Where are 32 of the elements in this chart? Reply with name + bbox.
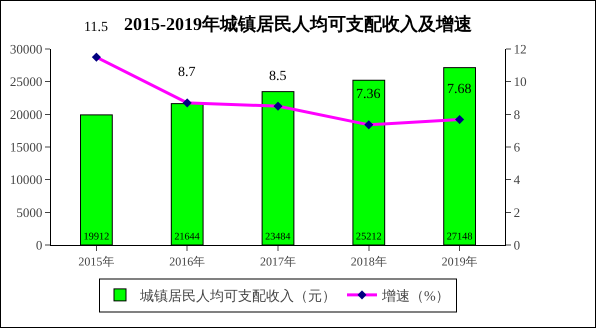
x-tick-label: 2016年 [169,254,206,268]
data-label: 8.7 [178,65,196,80]
legend-label: 增速（%） [381,288,450,304]
y-tick-label: 0 [36,238,42,253]
x-tick-label: 2019年 [442,254,478,268]
y2-tick-label: 2 [514,204,520,220]
data-label: 11.5 [84,20,108,35]
y-tick-label: 10000 [10,172,42,188]
y-tick-label: 5000 [16,204,42,220]
data-label: 8.5 [269,69,286,84]
y-tick-label: 20000 [10,106,42,122]
y2-tick-label: 10 [514,74,527,90]
x-tick-label: 2017年 [260,254,296,268]
data-label: 25212 [356,232,382,243]
data-label: 7.36 [356,87,380,102]
x-tick-label: 2015年 [78,254,114,268]
data-label: 27148 [446,232,472,243]
y2-tick-label: 0 [514,238,520,253]
x-tick-label: 2018年 [350,254,387,268]
y2-tick-label: 4 [514,172,521,188]
data-label: 7.68 [447,82,472,97]
y2-tick-label: 12 [514,42,527,57]
y2-tick-label: 6 [514,140,521,155]
y-tick-label: 25000 [10,74,42,90]
y-tick-label: 15000 [10,140,42,155]
chart-title: 2015-2019年城镇居民人均可支配收入及增速 [124,14,472,34]
data-label: 23484 [265,232,290,243]
data-label: 19912 [84,232,110,243]
y-tick-label: 30000 [10,42,42,57]
data-label: 21644 [174,232,200,243]
legend-label: 城镇居民人均可支配收入（元） [139,288,336,304]
y2-tick-label: 8 [514,106,520,122]
